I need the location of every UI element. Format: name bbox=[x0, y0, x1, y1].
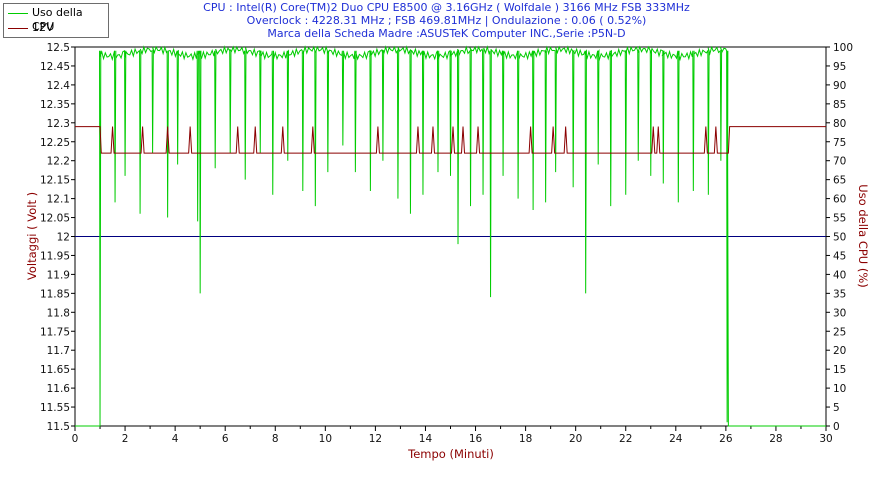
y-right-tick-label: 100 bbox=[833, 42, 853, 54]
y-right-tick-label: 60 bbox=[833, 194, 846, 206]
y-left-tick-label: 11.7 bbox=[47, 345, 70, 357]
y-right-tick-label: 10 bbox=[833, 383, 846, 395]
x-tick-label: 30 bbox=[819, 433, 832, 445]
axis-ticks: 0 2 4 6 8 10 12 14 16 18 20 22 24 26 28 3012.512.4512.4… bbox=[40, 42, 853, 445]
legend: Uso della CPU 12V bbox=[3, 3, 109, 38]
x-tick-label: 28 bbox=[769, 433, 782, 445]
y-left-tick-label: 11.5 bbox=[47, 421, 70, 433]
y-right-tick-label: 85 bbox=[833, 99, 846, 111]
series-layer bbox=[75, 45, 826, 427]
series-line-cpu-usage bbox=[75, 45, 826, 427]
x-tick-label: 18 bbox=[519, 433, 532, 445]
y-right-tick-label: 80 bbox=[833, 118, 846, 130]
header-overclock-line: Overclock : 4228.31 MHz ; FSB 469.81MHz … bbox=[246, 14, 647, 27]
y-left-tick-label: 12.5 bbox=[47, 42, 70, 54]
y-right-tick-label: 5 bbox=[833, 402, 840, 414]
y-left-tick-label: 12.4 bbox=[47, 80, 71, 92]
legend-item-cpu: Uso della CPU bbox=[4, 6, 108, 33]
x-axis-label: Tempo (Minuti) bbox=[407, 447, 494, 461]
y-right-tick-label: 65 bbox=[833, 175, 846, 187]
y-left-tick-label: 12.2 bbox=[47, 156, 70, 168]
legend-swatch-12v bbox=[8, 28, 28, 29]
y-left-tick-label: 11.55 bbox=[40, 402, 70, 414]
x-tick-label: 0 bbox=[72, 433, 79, 445]
y-left-tick-label: 12.1 bbox=[47, 194, 70, 206]
x-tick-label: 12 bbox=[369, 433, 382, 445]
x-tick-label: 6 bbox=[222, 433, 229, 445]
y-axis-left-label: Voltaggi ( Volt ) bbox=[25, 192, 39, 280]
header-motherboard-line: Marca della Scheda Madre :ASUSTeK Comput… bbox=[267, 27, 626, 40]
y-right-tick-label: 25 bbox=[833, 326, 846, 338]
y-right-tick-label: 30 bbox=[833, 307, 846, 319]
y-right-tick-label: 70 bbox=[833, 156, 846, 168]
legend-item-12v: 12V bbox=[4, 21, 108, 35]
y-right-tick-label: 15 bbox=[833, 364, 846, 376]
x-tick-label: 24 bbox=[669, 433, 683, 445]
x-tick-label: 14 bbox=[419, 433, 433, 445]
y-left-tick-label: 12.15 bbox=[40, 175, 70, 187]
y-right-tick-label: 75 bbox=[833, 137, 846, 149]
y-right-tick-label: 55 bbox=[833, 213, 846, 225]
header-cpu-line: CPU : Intel(R) Core(TM)2 Duo CPU E8500 @… bbox=[203, 1, 690, 14]
y-left-tick-label: 12 bbox=[57, 232, 70, 244]
y-left-tick-label: 12.25 bbox=[40, 137, 70, 149]
legend-label-12v: 12V bbox=[32, 21, 54, 34]
y-right-tick-label: 40 bbox=[833, 269, 846, 281]
y-left-tick-label: 12.3 bbox=[47, 118, 70, 130]
y-left-tick-label: 12.35 bbox=[40, 99, 70, 111]
x-tick-label: 8 bbox=[272, 433, 279, 445]
y-right-tick-label: 90 bbox=[833, 80, 846, 92]
y-right-tick-label: 95 bbox=[833, 61, 846, 73]
x-tick-label: 26 bbox=[719, 433, 733, 445]
x-tick-label: 4 bbox=[172, 433, 179, 445]
y-left-tick-label: 11.6 bbox=[47, 383, 71, 395]
y-left-tick-label: 11.9 bbox=[47, 269, 70, 281]
y-right-tick-label: 35 bbox=[833, 288, 846, 300]
y-left-tick-label: 11.75 bbox=[40, 326, 70, 338]
x-tick-label: 2 bbox=[122, 433, 129, 445]
x-tick-label: 22 bbox=[619, 433, 632, 445]
y-left-tick-label: 11.65 bbox=[40, 364, 70, 376]
y-left-tick-label: 12.45 bbox=[40, 61, 70, 73]
x-tick-label: 10 bbox=[319, 433, 332, 445]
series-line-12v bbox=[75, 126, 826, 154]
y-left-tick-label: 11.95 bbox=[40, 250, 70, 262]
y-left-tick-label: 12.05 bbox=[40, 213, 70, 225]
x-tick-label: 20 bbox=[569, 433, 582, 445]
y-right-tick-label: 45 bbox=[833, 250, 846, 262]
y-right-tick-label: 20 bbox=[833, 345, 846, 357]
legend-swatch-cpu bbox=[8, 13, 28, 14]
y-left-tick-label: 11.8 bbox=[47, 307, 70, 319]
y-left-tick-label: 11.85 bbox=[40, 288, 70, 300]
y-right-tick-label: 50 bbox=[833, 232, 846, 244]
x-tick-label: 16 bbox=[469, 433, 483, 445]
y-axis-right-label: Uso della CPU (%) bbox=[856, 184, 870, 288]
y-right-tick-label: 0 bbox=[833, 421, 840, 433]
legend-label-cpu: Uso della CPU bbox=[32, 6, 83, 33]
